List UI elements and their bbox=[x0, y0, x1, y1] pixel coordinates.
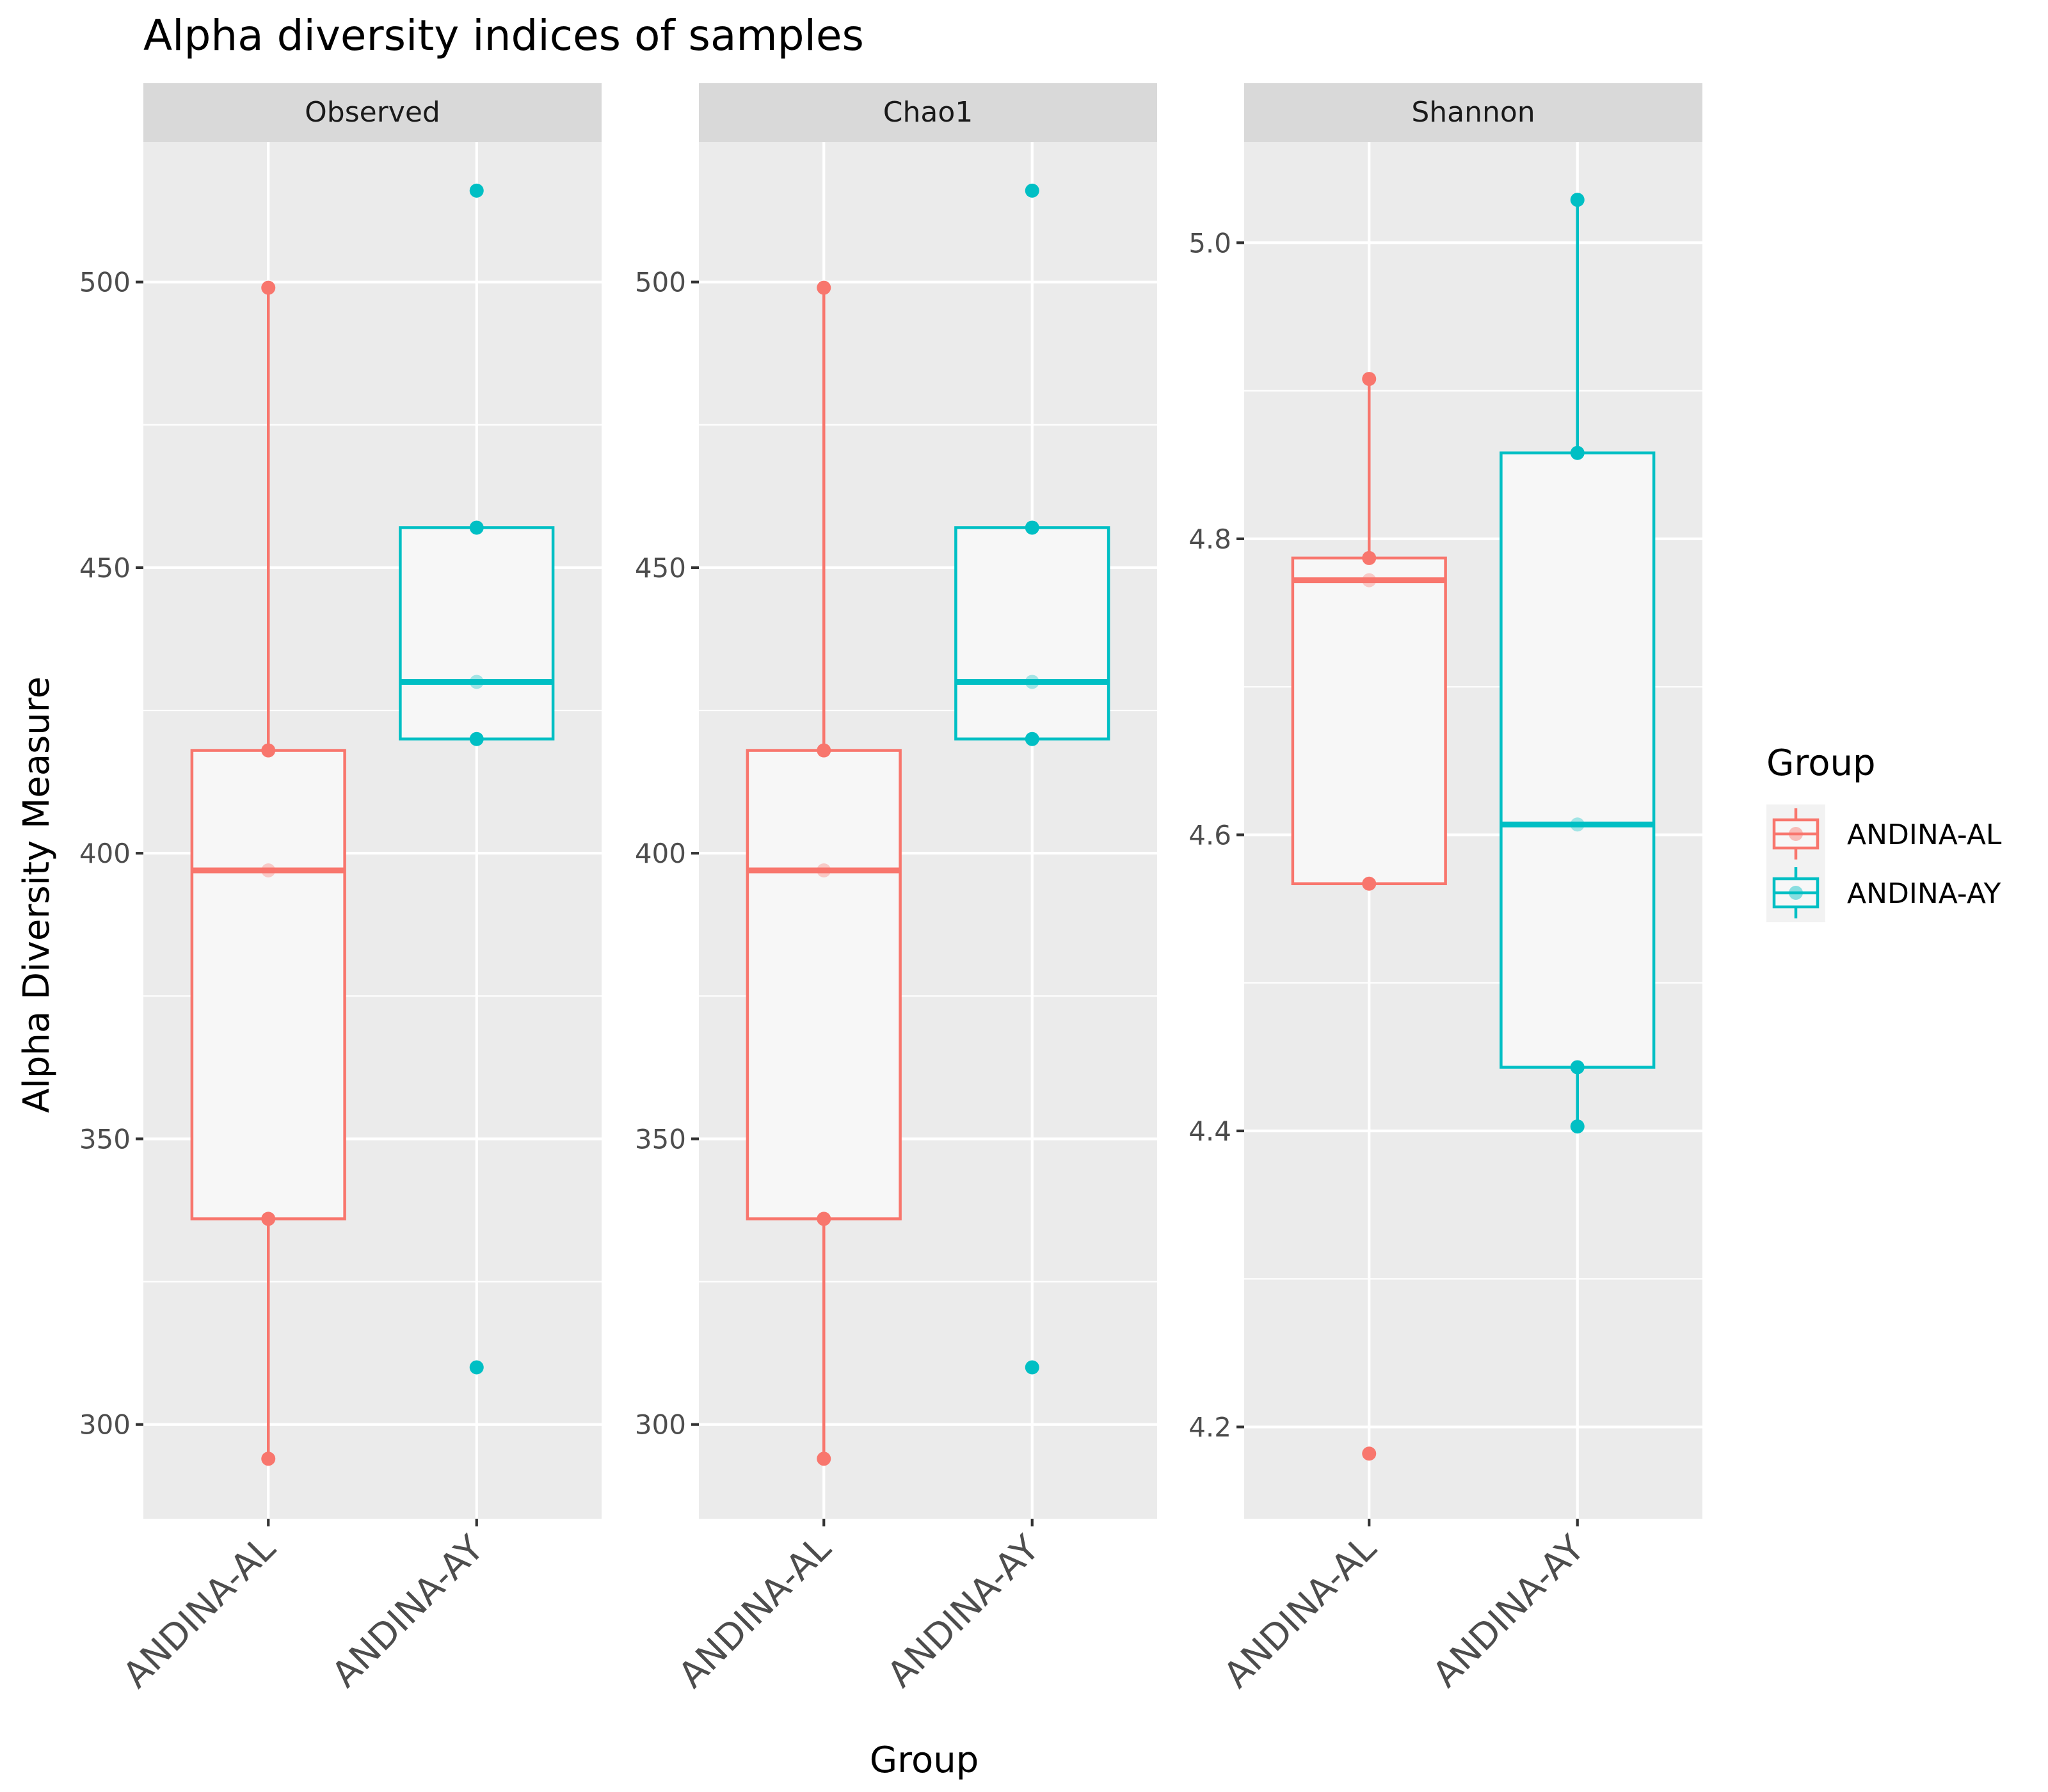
legend-point bbox=[1789, 886, 1803, 900]
legend-label-andina-al: ANDINA-AL bbox=[1847, 819, 2002, 851]
legend-key-andina-al: ANDINA-AL bbox=[1766, 804, 2002, 863]
y-tick-label-chao1: 450 bbox=[635, 552, 686, 584]
facet-strip-observed bbox=[143, 83, 602, 142]
data-point bbox=[469, 520, 484, 535]
facet-label-shannon: Shannon bbox=[1411, 96, 1535, 129]
x-tick-label-chao1-andina-ay: ANDINA-AY bbox=[879, 1527, 1048, 1695]
data-point bbox=[261, 743, 276, 758]
data-point bbox=[1025, 1360, 1039, 1375]
legend-title: Group bbox=[1766, 742, 1876, 784]
x-tick-label-observed-andina-al: ANDINA-AL bbox=[115, 1528, 284, 1696]
y-tick-label-chao1: 400 bbox=[635, 838, 686, 869]
data-point bbox=[817, 1212, 831, 1226]
data-point bbox=[1570, 1060, 1585, 1075]
data-point bbox=[817, 743, 831, 758]
legend-label-andina-ay: ANDINA-AY bbox=[1847, 877, 2001, 910]
data-point bbox=[469, 732, 484, 746]
boxplot-observed-andina-ay bbox=[399, 183, 555, 1375]
y-tick-label-shannon: 4.4 bbox=[1188, 1116, 1231, 1147]
y-tick-label-chao1: 300 bbox=[635, 1409, 686, 1441]
y-tick-label-observed: 350 bbox=[79, 1123, 131, 1155]
data-point bbox=[261, 1452, 276, 1466]
data-point bbox=[1362, 1446, 1377, 1461]
boxplot-shannon-andina-al bbox=[1291, 372, 1447, 1461]
facet-label-chao1: Chao1 bbox=[883, 96, 973, 129]
boxplot-observed-andina-al bbox=[190, 280, 346, 1466]
data-point bbox=[469, 675, 484, 689]
box-iqr bbox=[399, 526, 555, 740]
boxplot-chao1-andina-al bbox=[746, 280, 902, 1466]
y-tick-label-chao1: 500 bbox=[635, 267, 686, 298]
box-iqr bbox=[190, 749, 346, 1220]
y-tick-label-shannon: 4.6 bbox=[1188, 819, 1231, 851]
data-point bbox=[1570, 193, 1585, 207]
data-point bbox=[469, 1360, 484, 1375]
y-tick-label-observed: 400 bbox=[79, 838, 131, 869]
y-tick-label-chao1: 350 bbox=[635, 1123, 686, 1155]
boxplot-shannon-andina-ay bbox=[1500, 193, 1656, 1134]
data-point bbox=[261, 863, 276, 877]
data-point bbox=[1570, 817, 1585, 832]
legend-point bbox=[1789, 827, 1803, 841]
data-point bbox=[261, 280, 276, 295]
y-tick-label-observed: 450 bbox=[79, 552, 131, 584]
box-iqr bbox=[1291, 556, 1447, 886]
facet-strip-shannon bbox=[1244, 83, 1702, 142]
x-tick-label-shannon-andina-ay: ANDINA-AY bbox=[1425, 1527, 1593, 1695]
facet-observed: Observed 300 350 400 450 500 ANDINA-AL ANDINA-A… bbox=[79, 83, 602, 1696]
x-tick-label-observed-andina-ay: ANDINA-AY bbox=[324, 1527, 492, 1695]
y-tick-label-observed: 500 bbox=[79, 267, 131, 298]
legend: Group ANDINA-AL ANDINA-AY bbox=[1766, 742, 2002, 922]
data-point bbox=[1025, 520, 1039, 535]
data-point bbox=[817, 1452, 831, 1466]
y-axis-title: Alpha Diversity Measure bbox=[16, 676, 58, 1113]
box-iqr bbox=[954, 526, 1110, 740]
x-tick-label-chao1-andina-al: ANDINA-AL bbox=[671, 1528, 839, 1696]
data-point bbox=[1570, 445, 1585, 460]
y-tick-label-observed: 300 bbox=[79, 1409, 131, 1441]
data-point bbox=[1362, 372, 1377, 387]
data-point bbox=[1025, 732, 1039, 746]
data-point bbox=[1570, 1119, 1585, 1134]
data-point bbox=[261, 1212, 276, 1226]
boxplot-chao1-andina-ay bbox=[954, 183, 1110, 1375]
facet-chao1: Chao1 300 350 400 450 500 ANDINA-AL ANDINA-AY bbox=[635, 83, 1157, 1696]
y-tick-label-shannon: 4.2 bbox=[1188, 1412, 1231, 1443]
data-point bbox=[1362, 876, 1377, 891]
chart-title: Alpha diversity indices of samples bbox=[143, 11, 864, 60]
data-point bbox=[1362, 573, 1377, 588]
data-point bbox=[1025, 675, 1039, 689]
box-iqr bbox=[1500, 451, 1656, 1069]
data-point bbox=[1362, 550, 1377, 565]
data-point bbox=[817, 863, 831, 877]
facet-strip-chao1 bbox=[699, 83, 1157, 142]
facet-label-observed: Observed bbox=[305, 96, 440, 129]
y-tick-label-shannon: 4.8 bbox=[1188, 524, 1231, 555]
legend-key-andina-ay: ANDINA-AY bbox=[1766, 863, 2001, 922]
x-axis-title: Group bbox=[870, 1740, 979, 1781]
box-iqr bbox=[746, 749, 902, 1220]
x-tick-label-shannon-andina-al: ANDINA-AL bbox=[1216, 1528, 1384, 1696]
data-point bbox=[1025, 183, 1039, 198]
facet-shannon: Shannon 4.2 4.4 4.6 4.8 5.0 ANDINA-AL ANDINA-AY bbox=[1188, 83, 1702, 1696]
y-tick-label-shannon: 5.0 bbox=[1188, 227, 1231, 259]
data-point bbox=[817, 280, 831, 295]
data-point bbox=[469, 183, 484, 198]
